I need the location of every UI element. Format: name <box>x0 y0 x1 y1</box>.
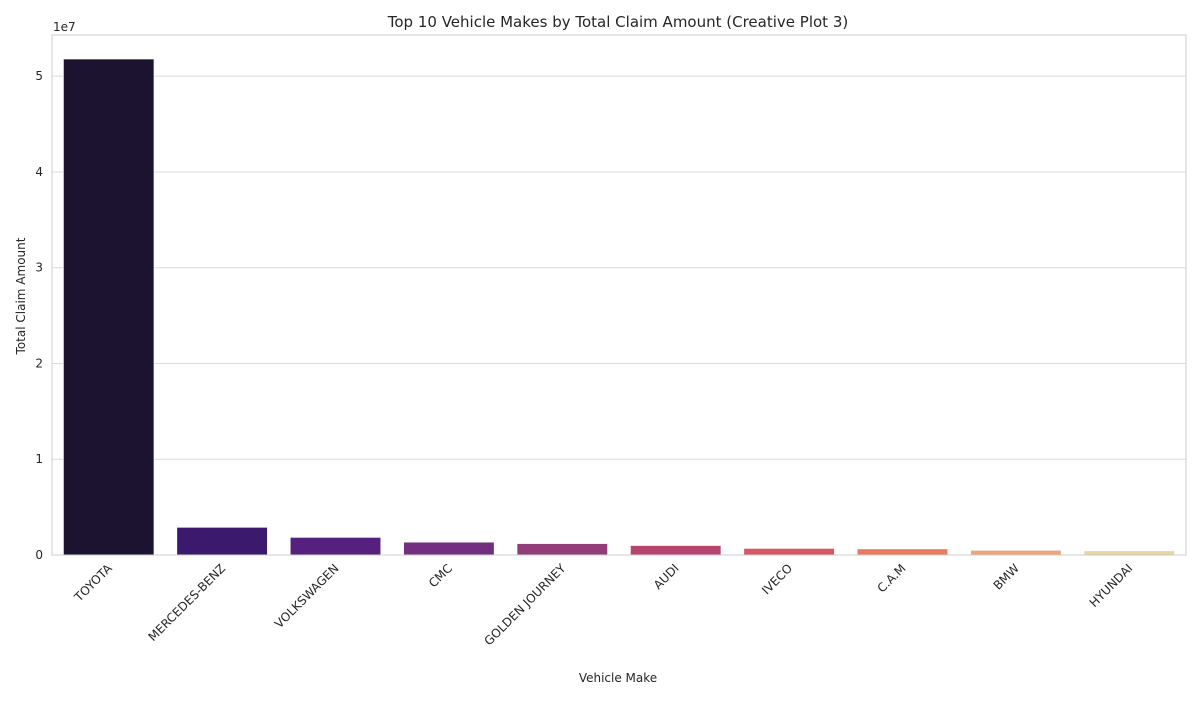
y-axis-label: Total Claim Amount <box>14 237 28 355</box>
y-axis-ticks: 0 1 2 3 4 5 <box>35 69 43 562</box>
x-tick-label: C.A.M <box>874 561 908 595</box>
bar-toyota <box>62 58 155 556</box>
bar-bmw <box>970 549 1062 556</box>
bar-c-a-m <box>856 548 949 556</box>
bar-hyundai <box>1083 550 1176 556</box>
x-tick-label: IVECO <box>759 561 795 597</box>
bar-cmc <box>403 541 495 556</box>
y-tick-label: 4 <box>35 165 43 179</box>
x-tick-label: AUDI <box>651 561 682 592</box>
x-tick-label: VOLKSWAGEN <box>272 561 342 631</box>
bar-golden-journey <box>516 543 609 556</box>
y-axis-offset-label: 1e7 <box>53 20 76 34</box>
y-tick-label: 0 <box>35 548 43 562</box>
gridlines <box>52 75 1186 556</box>
x-tick-label: CMC <box>426 561 455 590</box>
bar-iveco <box>743 547 835 556</box>
bar-volkswagen <box>289 536 382 556</box>
x-tick-label: GOLDEN JOURNEY <box>481 561 568 648</box>
plot-area-frame <box>51 34 1187 556</box>
x-tick-label: MERCEDES-BENZ <box>145 561 228 644</box>
y-tick-label: 5 <box>35 69 43 83</box>
bars <box>62 58 1176 556</box>
y-tick-label: 1 <box>35 452 43 466</box>
x-tick-label: TOYOTA <box>71 561 115 605</box>
bar-audi <box>629 545 722 556</box>
x-axis-label: Vehicle Make <box>579 671 657 685</box>
x-tick-label: HYUNDAI <box>1087 561 1136 610</box>
y-tick-label: 2 <box>35 356 43 370</box>
bar-mercedes-benz <box>176 526 268 556</box>
y-tick-label: 3 <box>35 261 43 275</box>
x-tick-label: BMW <box>991 561 1023 593</box>
x-axis-ticks: TOYOTA MERCEDES-BENZ VOLKSWAGEN CMC GOLDEN J… <box>71 561 1135 649</box>
chart-title: Top 10 Vehicle Makes by Total Claim Amou… <box>387 13 848 31</box>
